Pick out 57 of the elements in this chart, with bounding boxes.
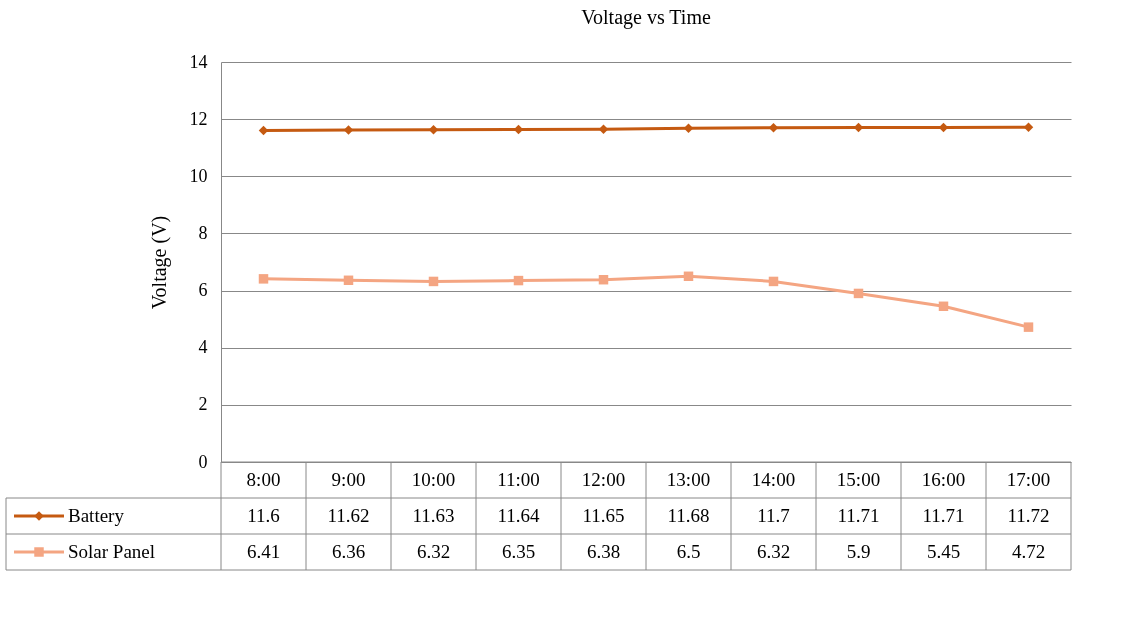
x-tick-label: 17:00: [1006, 469, 1051, 490]
x-tick-label: 11:00: [497, 469, 540, 490]
point: [1023, 322, 1034, 332]
data-label: 6.5: [676, 541, 701, 562]
point: [513, 275, 524, 286]
y-tick-label: 14: [189, 51, 208, 72]
data-label: 11.63: [412, 505, 455, 526]
y-tick-label: 8: [198, 222, 208, 243]
point: [258, 274, 269, 284]
data-label: 5.9: [846, 541, 871, 562]
data-label: 11.6: [247, 505, 280, 526]
data-label: 11.68: [667, 505, 710, 526]
y-tick-label: 10: [189, 165, 208, 186]
y-tick-label: 2: [198, 394, 208, 415]
data-label: 6.32: [416, 541, 451, 562]
point: [598, 274, 609, 285]
legend-label: Solar Panel: [68, 541, 156, 562]
x-tick-label: 15:00: [836, 469, 881, 490]
data-label: 11.72: [1007, 505, 1050, 526]
data-label: 6.38: [586, 541, 621, 562]
chart-title: Voltage vs Time: [581, 6, 711, 29]
data-label: 6.35: [501, 541, 536, 562]
point: [853, 288, 864, 299]
point: [598, 124, 609, 134]
x-tick-label: 13:00: [666, 469, 711, 490]
point: [428, 276, 439, 287]
point: [683, 271, 694, 282]
point: [768, 122, 779, 133]
data-label: 6.36: [331, 541, 366, 562]
y-axis-title: Voltage (V): [147, 215, 171, 310]
y-tick-label: 4: [198, 337, 208, 358]
data-label: 11.65: [582, 505, 625, 526]
data-label: 11.71: [922, 505, 965, 526]
data-label: 5.45: [926, 541, 961, 562]
data-label: 11.7: [757, 505, 790, 526]
data-label: 11.62: [327, 505, 370, 526]
x-tick-label: 16:00: [921, 469, 966, 490]
data-label: 11.64: [497, 505, 541, 526]
point: [343, 275, 354, 286]
x-tick-label: 9:00: [331, 469, 366, 490]
legend-label: Battery: [68, 505, 125, 526]
point: [768, 276, 779, 287]
data-label: 6.32: [756, 541, 791, 562]
y-tick-label: 6: [198, 280, 208, 301]
y-tick-label: 12: [189, 108, 208, 129]
x-tick-label: 8:00: [246, 469, 281, 490]
x-tick-label: 10:00: [411, 469, 456, 490]
point: [1023, 122, 1034, 132]
data-label: 11.71: [837, 505, 880, 526]
y-tick-label: 0: [198, 451, 208, 472]
data-label: 4.72: [1011, 541, 1046, 562]
x-tick-label: 12:00: [581, 469, 626, 490]
point: [683, 123, 694, 134]
point: [938, 301, 949, 312]
point: [428, 124, 439, 135]
data-label: 6.41: [246, 541, 281, 562]
x-tick-label: 14:00: [751, 469, 796, 490]
